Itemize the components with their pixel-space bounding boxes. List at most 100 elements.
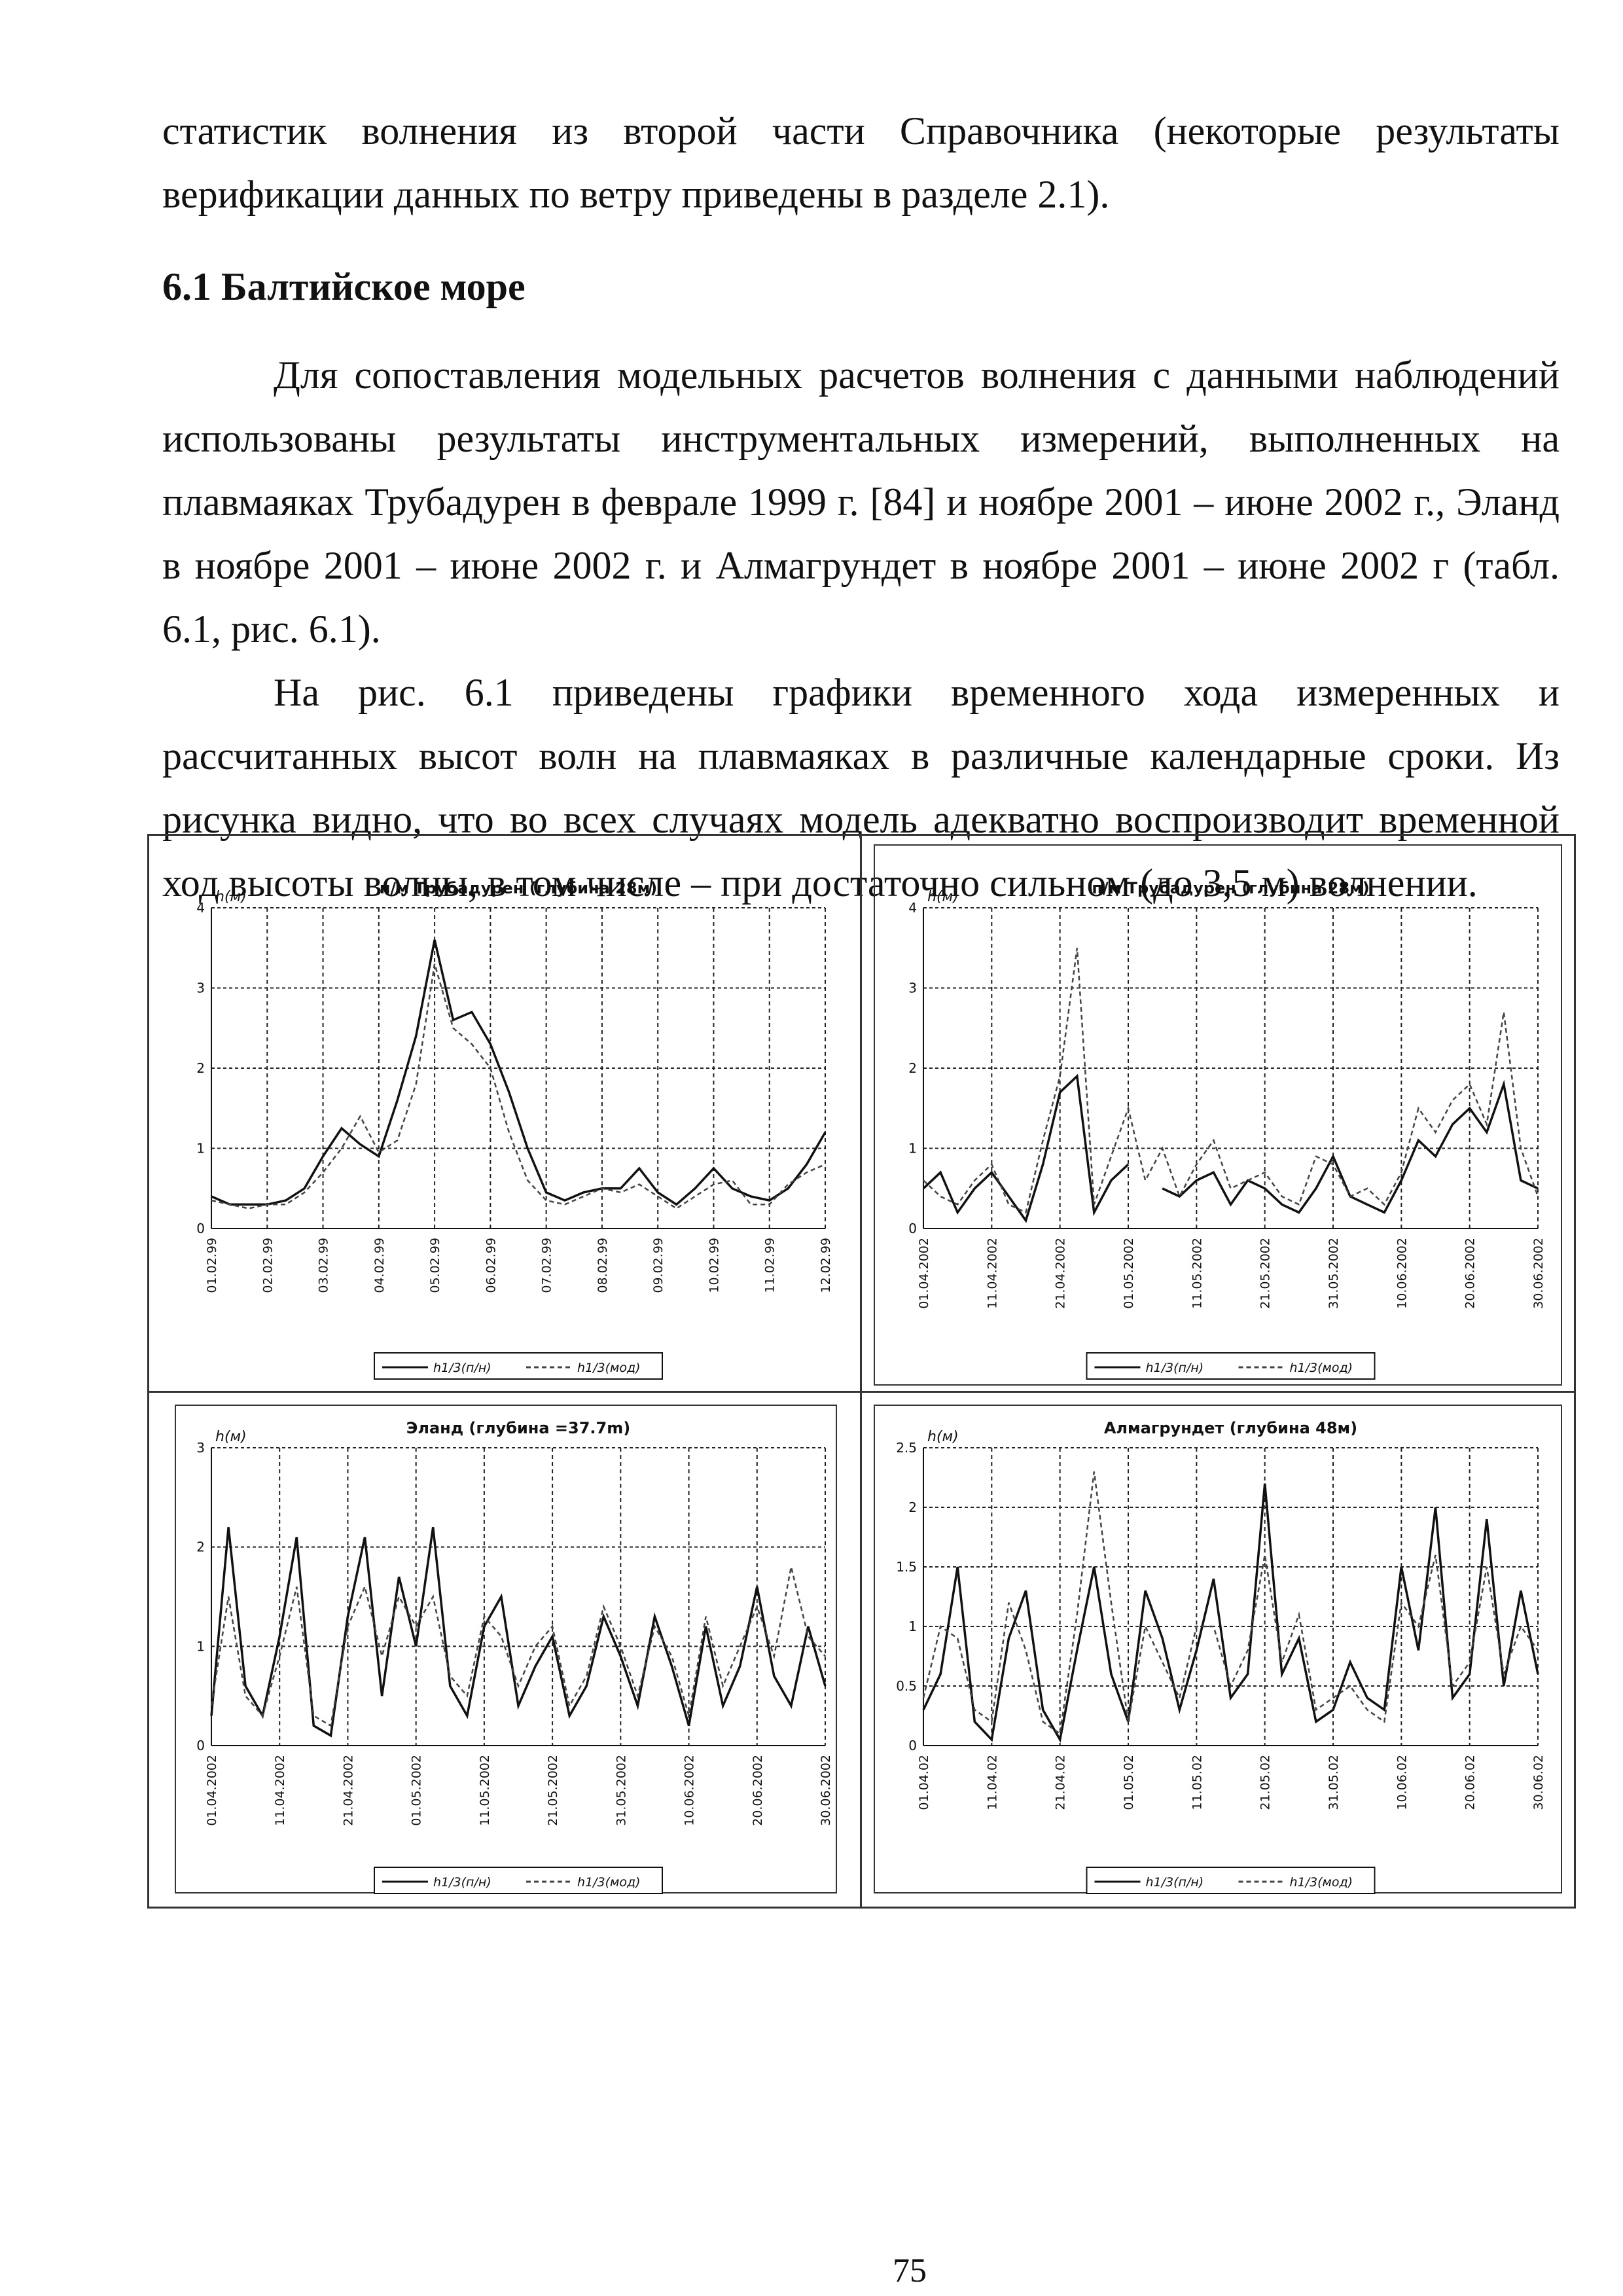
legend-label: h1/3(п/н) [1146, 1875, 1204, 1890]
y-tick-label: 1 [908, 1141, 917, 1157]
x-tick-label: 31.05.02 [1327, 1755, 1341, 1810]
x-tick-label: 10.02.99 [707, 1238, 721, 1293]
y-tick-label: 4 [196, 900, 205, 916]
x-tick-label: 01.05.02 [1122, 1755, 1136, 1810]
chart-title: Алмагрундет (глубина 48м) [1104, 1419, 1357, 1437]
x-tick-label: 11.04.2002 [985, 1238, 999, 1309]
chart: Эланд (глубина =37.7m) h(м) 0 1 2 3 01.04.2002… [175, 1405, 837, 1894]
data-line [210, 1566, 826, 1727]
x-tick-label: 12.02.99 [819, 1238, 833, 1293]
x-tick-label: 01.02.99 [205, 1238, 219, 1293]
x-tick-label: 21.05.02 [1258, 1755, 1273, 1810]
x-tick-label: 10.06.2002 [683, 1755, 697, 1826]
chart-title: Эланд (глубина =37.7m) [406, 1419, 630, 1437]
x-tick-label: 21.04.2002 [1054, 1238, 1068, 1309]
x-tick-label: 30.06.02 [1531, 1755, 1546, 1810]
x-tick-label: 20.06.02 [1463, 1755, 1478, 1810]
y-axis-label: h(м) [927, 1429, 959, 1445]
y-tick-label: 3 [908, 980, 917, 996]
legend-box [374, 1867, 663, 1894]
y-tick-label: 2 [196, 1060, 205, 1076]
x-tick-label: 31.05.2002 [1327, 1238, 1341, 1309]
x-tick-label: 06.02.99 [484, 1238, 498, 1293]
legend-label: h1/3(мод) [1290, 1875, 1353, 1890]
x-tick-label: 11.05.2002 [478, 1755, 492, 1826]
x-tick-label: 04.02.99 [372, 1238, 387, 1293]
legend-label: h1/3(п/н) [433, 1875, 491, 1890]
y-tick-label: 1 [196, 1638, 205, 1654]
legend-box [1086, 1867, 1376, 1894]
y-tick-label: 3 [196, 1440, 205, 1456]
legend-label: h1/3(мод) [577, 1875, 641, 1890]
data-line [211, 939, 827, 1206]
x-tick-label: 11.02.99 [763, 1238, 777, 1293]
y-tick-label: 4 [908, 900, 917, 916]
x-tick-label: 21.04.02 [1054, 1755, 1068, 1810]
x-tick-label: 07.02.99 [540, 1238, 554, 1293]
legend-label: h1/3(мод) [1290, 1361, 1353, 1375]
chart-frame [874, 1405, 1562, 1893]
data-line [211, 963, 826, 1210]
data-line [210, 1527, 827, 1738]
x-tick-label: 09.02.99 [651, 1238, 666, 1293]
y-tick-label: 2 [196, 1539, 205, 1555]
chart-frame [874, 844, 1562, 1386]
x-tick-label: 11.04.02 [985, 1755, 999, 1810]
x-tick-label: 20.06.2002 [1463, 1238, 1478, 1309]
x-tick-label: 31.05.2002 [614, 1755, 628, 1826]
x-tick-label: 11.05.02 [1190, 1755, 1204, 1810]
x-tick-label: 11.04.2002 [273, 1755, 287, 1826]
y-tick-label: 3 [196, 980, 205, 996]
x-tick-label: 01.05.2002 [410, 1755, 424, 1826]
y-tick-label: 2 [908, 1060, 917, 1076]
chart-title: п/м Трубадурен (глубина 28м) [380, 879, 657, 897]
chart: п/м Трубадурен (глубина 28м) h(м) 0 1 2 3 4 01.… [874, 844, 1562, 1386]
figure: п/м Трубадурен (глубина 28м) h(м) 0 1 2 3 4 01.… [147, 834, 1576, 1909]
x-tick-label: 30.06.2002 [1531, 1238, 1546, 1309]
x-tick-label: 20.06.2002 [751, 1755, 765, 1826]
x-tick-label: 11.05.2002 [1190, 1238, 1204, 1309]
x-tick-label: 01.05.2002 [1122, 1238, 1136, 1309]
paragraph: На рис. 6.1 приведены графики временного… [162, 671, 1560, 905]
x-tick-label: 21.05.2002 [1258, 1238, 1273, 1309]
x-tick-label: 21.04.2002 [341, 1755, 355, 1826]
x-tick-label: 05.02.99 [428, 1238, 442, 1293]
divider [860, 836, 862, 1907]
legend-box [1086, 1352, 1376, 1380]
y-tick-label: 0 [196, 1221, 205, 1236]
y-tick-label: 0 [196, 1738, 205, 1753]
chart: Алмагрундет (глубина 48м) h(м) 0 0.5 1 1.5 2 2.… [874, 1405, 1562, 1894]
y-tick-label: 1 [908, 1619, 917, 1634]
y-tick-label: 1 [196, 1141, 205, 1157]
x-tick-label: 02.02.99 [260, 1238, 275, 1293]
legend-label: h1/3(мод) [577, 1361, 641, 1375]
paragraph: Для сопоставления модельных расчетов вол… [162, 353, 1560, 651]
y-axis-label: h(м) [215, 889, 247, 905]
x-tick-label: 10.06.02 [1395, 1755, 1409, 1810]
legend-label: h1/3(п/н) [1146, 1361, 1204, 1375]
y-tick-label: 0 [908, 1738, 917, 1753]
y-axis-label: h(м) [215, 1429, 247, 1445]
x-tick-label: 01.04.2002 [205, 1755, 219, 1826]
legend-box [374, 1352, 663, 1380]
x-tick-label: 01.04.2002 [917, 1238, 931, 1309]
x-tick-label: 03.02.99 [317, 1238, 331, 1293]
paragraph: статистик волнения из второй части Справ… [162, 109, 1560, 216]
x-tick-label: 21.05.2002 [546, 1755, 560, 1826]
x-tick-label: 08.02.99 [596, 1238, 610, 1293]
chart-title: п/м Трубадурен (глубина 28м) [1092, 879, 1369, 897]
x-tick-label: 10.06.2002 [1395, 1238, 1409, 1309]
y-tick-label: 0 [908, 1221, 917, 1236]
y-axis-label: h(м) [927, 889, 959, 905]
data-line [923, 948, 1539, 1214]
data-line [922, 1471, 1539, 1735]
y-tick-label: 0.5 [896, 1678, 917, 1694]
text-block: статистик волнения из второй части Справ… [162, 99, 1560, 915]
legend-label: h1/3(п/н) [433, 1361, 491, 1375]
chart: п/м Трубадурен (глубина 28м) h(м) 0 1 2 3 4 01.… [196, 879, 833, 1380]
y-tick-label: 2.5 [896, 1440, 917, 1456]
divider [149, 1391, 1574, 1393]
x-tick-label: 01.04.02 [917, 1755, 931, 1810]
